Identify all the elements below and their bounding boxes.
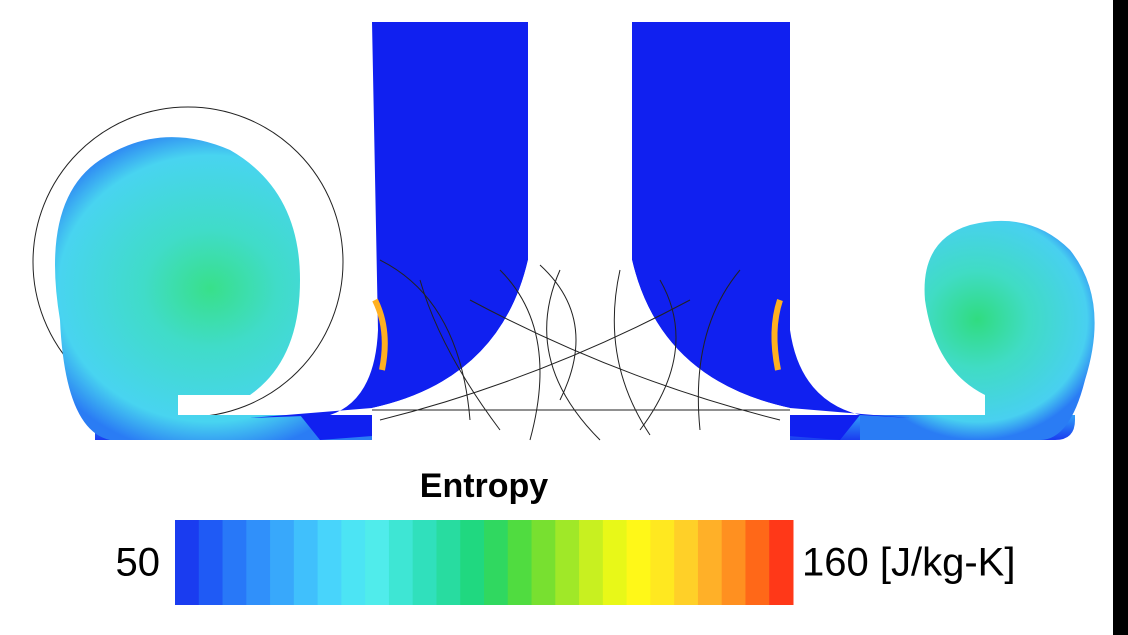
- colorbar-step: [674, 520, 698, 605]
- colorbar-step: [199, 520, 223, 605]
- colorbar-step: [413, 520, 437, 605]
- edge-bar: [1113, 0, 1128, 635]
- colorbar-step: [532, 520, 556, 605]
- right-volute: [860, 221, 1095, 440]
- colorbar-step: [698, 520, 722, 605]
- colorbar-step: [627, 520, 651, 605]
- colorbar-step: [294, 520, 318, 605]
- colorbar-step: [318, 520, 342, 605]
- colorbar-step: [389, 520, 413, 605]
- colorbar-step: [246, 520, 270, 605]
- colorbar-step: [365, 520, 389, 605]
- colorbar-step: [223, 520, 247, 605]
- colorbar-step: [341, 520, 365, 605]
- colorbar-step: [175, 520, 199, 605]
- colorbar-min: 50: [116, 541, 161, 585]
- contour-figure: Entropy 50 160 [J/kg-K]: [0, 0, 1128, 635]
- colorbar-step: [508, 520, 532, 605]
- colorbar-step: [484, 520, 508, 605]
- colorbar-step: [436, 520, 460, 605]
- colorbar-title: Entropy: [420, 467, 549, 505]
- colorbar: [175, 520, 794, 605]
- colorbar-step: [722, 520, 746, 605]
- left-volute: [55, 137, 400, 440]
- colorbar-step: [603, 520, 627, 605]
- figure: Entropy 50 160 [J/kg-K]: [0, 0, 1128, 635]
- colorbar-step: [579, 520, 603, 605]
- colorbar-step: [270, 520, 294, 605]
- colorbar-step: [650, 520, 674, 605]
- colorbar-step: [555, 520, 579, 605]
- colorbar-max: 160 [J/kg-K]: [802, 541, 1015, 585]
- colorbar-step: [745, 520, 769, 605]
- colorbar-step: [769, 520, 793, 605]
- colorbar-step: [460, 520, 484, 605]
- flow-domain: [33, 22, 1095, 440]
